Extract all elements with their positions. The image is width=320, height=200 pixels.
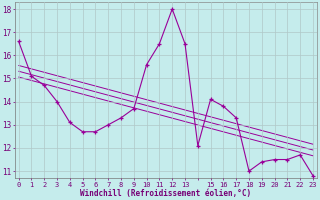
X-axis label: Windchill (Refroidissement éolien,°C): Windchill (Refroidissement éolien,°C) [80, 189, 252, 198]
